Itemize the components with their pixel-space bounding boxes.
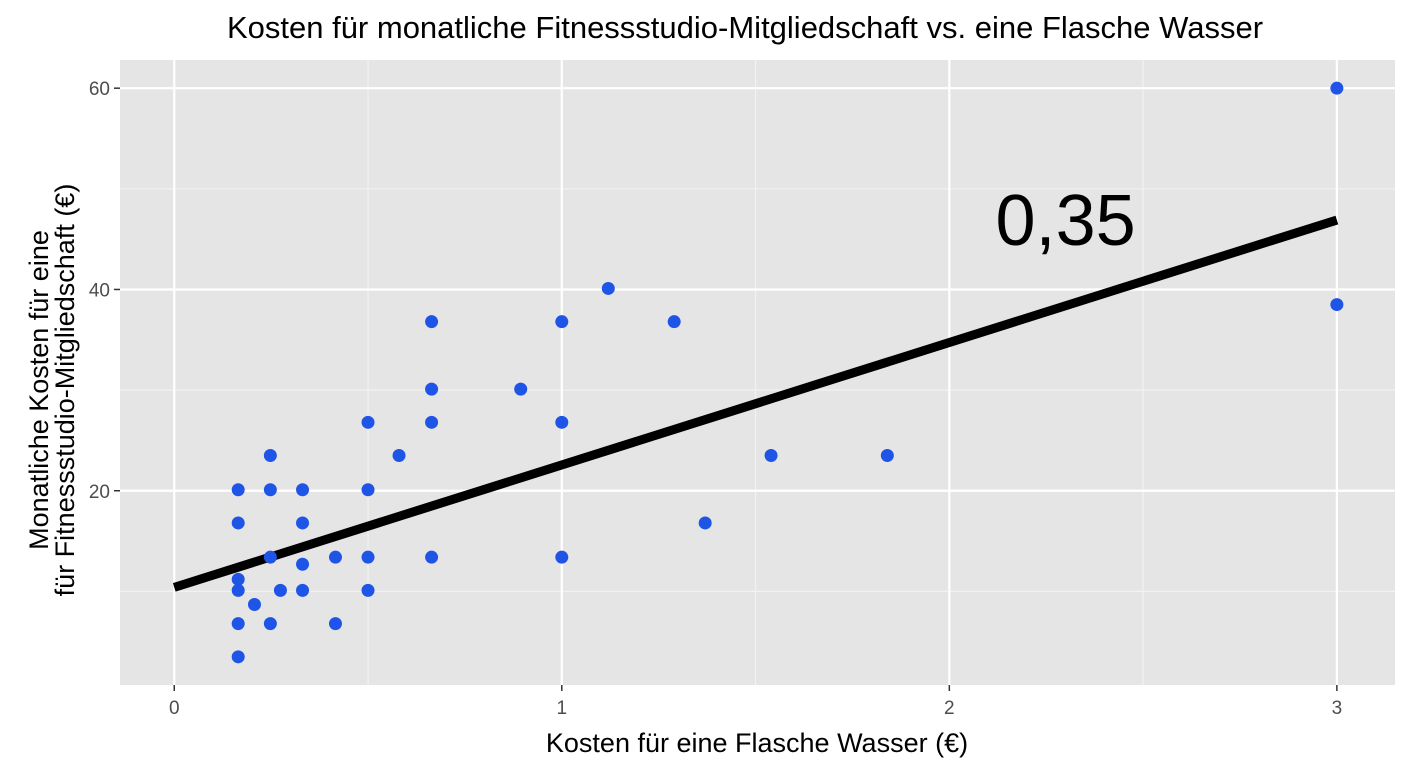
x-tick-label: 3 bbox=[1332, 698, 1343, 719]
data-point bbox=[555, 550, 569, 564]
data-point bbox=[231, 617, 245, 631]
data-point bbox=[667, 315, 681, 329]
x-tick-label: 1 bbox=[557, 698, 568, 719]
data-point bbox=[247, 597, 261, 611]
data-point bbox=[425, 550, 439, 564]
data-point bbox=[231, 483, 245, 497]
data-point bbox=[296, 483, 310, 497]
axis-ticks: 0 1 2 3 20 40 60 bbox=[89, 79, 1342, 719]
data-point bbox=[231, 516, 245, 530]
data-point bbox=[263, 550, 277, 564]
data-point bbox=[296, 516, 310, 530]
annotation-label: 0,35 bbox=[996, 181, 1136, 261]
data-point bbox=[328, 617, 342, 631]
data-point bbox=[296, 557, 310, 571]
trend-line bbox=[172, 215, 1339, 592]
data-point bbox=[231, 650, 245, 664]
x-axis-label: Kosten für eine Flasche Wasser (€) bbox=[546, 728, 968, 758]
data-point bbox=[880, 449, 894, 463]
data-point bbox=[361, 415, 375, 429]
data-point bbox=[361, 550, 375, 564]
data-point bbox=[555, 415, 569, 429]
chart-title: Kosten für monatliche Fitnessstudio-Mitg… bbox=[227, 10, 1263, 45]
y-axis-label-line1: Monatliche Kosten für eine bbox=[24, 230, 54, 550]
y-tick-label: 60 bbox=[89, 79, 110, 100]
data-point bbox=[231, 583, 245, 597]
data-point bbox=[231, 572, 245, 586]
data-point bbox=[425, 315, 439, 329]
data-point bbox=[425, 382, 439, 396]
data-point bbox=[328, 550, 342, 564]
data-point bbox=[764, 449, 778, 463]
data-point bbox=[361, 583, 375, 597]
data-point bbox=[1330, 298, 1344, 312]
data-point bbox=[263, 449, 277, 463]
data-point bbox=[555, 315, 569, 329]
data-point bbox=[263, 483, 277, 497]
data-point bbox=[263, 617, 277, 631]
data-point bbox=[1330, 81, 1344, 95]
grid bbox=[120, 60, 1395, 685]
data-point bbox=[392, 449, 406, 463]
y-axis-label-line2: für Fitnessstudio-Mitgliedschaft (€) bbox=[50, 184, 80, 597]
data-point bbox=[296, 583, 310, 597]
data-point bbox=[698, 516, 712, 530]
data-point bbox=[601, 281, 615, 295]
x-tick-label: 2 bbox=[944, 698, 955, 719]
data-point bbox=[514, 382, 528, 396]
y-tick-label: 40 bbox=[89, 280, 110, 301]
plot-panel bbox=[120, 60, 1395, 685]
y-tick-label: 20 bbox=[89, 482, 110, 503]
x-tick-label: 0 bbox=[169, 698, 180, 719]
data-point bbox=[273, 583, 287, 597]
data-point bbox=[425, 415, 439, 429]
data-points bbox=[231, 81, 1344, 664]
data-point bbox=[361, 483, 375, 497]
